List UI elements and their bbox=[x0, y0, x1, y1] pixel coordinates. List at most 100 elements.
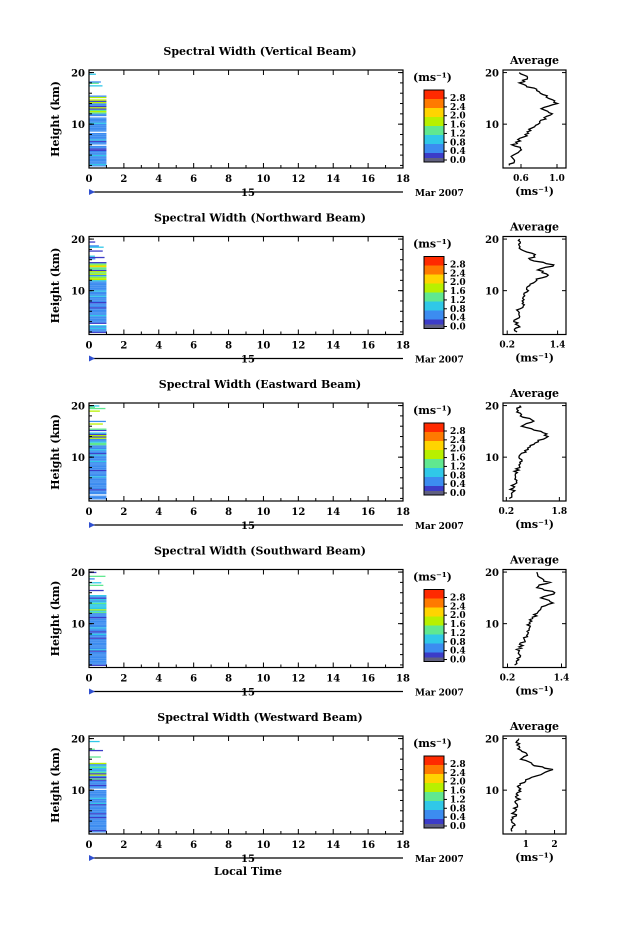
y-axis-label: Height (km) bbox=[49, 81, 62, 157]
colorbar-tick-label: 1.2 bbox=[450, 795, 466, 805]
heatmap-cell bbox=[89, 108, 107, 110]
heatmap-cell bbox=[89, 406, 96, 408]
heatmap-cell bbox=[89, 264, 107, 266]
x-tick-label: 16 bbox=[361, 674, 375, 685]
heatmap-cell bbox=[89, 269, 107, 272]
heatmap-cell bbox=[89, 314, 107, 317]
average-y-tick-label: 10 bbox=[485, 453, 499, 464]
x-tick-label: 18 bbox=[396, 341, 410, 352]
heatmap-cell bbox=[89, 263, 107, 265]
colorbar-band bbox=[424, 438, 444, 442]
heatmap-cell bbox=[89, 250, 103, 252]
heatmap-cell bbox=[89, 118, 107, 121]
colorbar-tick-label: 2.0 bbox=[450, 445, 466, 455]
heatmap-cell bbox=[89, 646, 107, 648]
heatmap-cell bbox=[89, 476, 107, 478]
heatmap-cell bbox=[89, 640, 107, 642]
colorbar-band bbox=[424, 474, 444, 478]
heatmap-cell bbox=[89, 453, 107, 455]
heatmap-cells bbox=[89, 241, 107, 333]
heatmap-cell bbox=[89, 267, 107, 269]
heatmap-cell bbox=[89, 474, 107, 477]
heatmap-cell bbox=[89, 122, 107, 124]
colorbar-band bbox=[424, 441, 444, 444]
panel-title: Spectral Width (Vertical Beam) bbox=[163, 45, 356, 58]
heatmap-cell bbox=[89, 609, 107, 611]
colorbar-band bbox=[424, 607, 444, 611]
colorbar-band bbox=[424, 144, 444, 147]
colorbar-label: (ms⁻¹) bbox=[413, 404, 452, 417]
colorbar-band bbox=[424, 112, 444, 116]
heatmap-cell bbox=[89, 136, 107, 139]
average-x-tick-label: 0.2 bbox=[500, 674, 516, 684]
heatmap-cell bbox=[89, 802, 107, 805]
colorbar-band bbox=[424, 609, 444, 613]
heatmap-cell bbox=[89, 123, 107, 126]
average-x-tick-label: 2 bbox=[551, 840, 557, 850]
colorbar-band bbox=[424, 445, 444, 449]
colorbar-band bbox=[424, 119, 444, 122]
colorbar-tick-label: 0.0 bbox=[450, 656, 466, 666]
colorbar-band bbox=[424, 294, 444, 298]
colorbar-band bbox=[424, 771, 444, 775]
heatmap-cell bbox=[89, 308, 107, 310]
heatmap-cell bbox=[89, 331, 107, 333]
heatmap-cell bbox=[89, 458, 107, 460]
average-title: Average bbox=[509, 720, 559, 733]
colorbar-band bbox=[424, 468, 444, 471]
colorbar-band bbox=[424, 423, 444, 426]
heatmap-cell bbox=[89, 664, 107, 666]
heatmap-cell bbox=[89, 100, 107, 102]
heatmap-cell bbox=[89, 831, 107, 833]
colorbar-tick-label: 2.8 bbox=[450, 760, 466, 770]
heatmap-cell bbox=[89, 770, 107, 772]
heatmap-cell bbox=[89, 294, 107, 296]
heatmap-cell bbox=[89, 450, 107, 452]
x-tick-label: 10 bbox=[256, 674, 270, 685]
colorbar bbox=[424, 90, 444, 163]
heatmap-cell bbox=[89, 292, 107, 295]
heatmap-cell bbox=[89, 791, 107, 793]
colorbar-band bbox=[424, 267, 444, 271]
colorbar-band bbox=[424, 756, 444, 759]
x-axis-label: Local Time bbox=[214, 865, 282, 878]
average-y-tick-label: 10 bbox=[485, 620, 499, 631]
heatmap-cell bbox=[89, 605, 107, 607]
colorbar-tick-label: 2.0 bbox=[450, 778, 466, 788]
colorbar-frame bbox=[423, 256, 445, 329]
average-profile-line bbox=[508, 405, 550, 499]
heatmap-cell bbox=[89, 454, 107, 456]
heatmap-cell bbox=[89, 473, 107, 475]
x-tick-label: 8 bbox=[225, 341, 232, 352]
heatmap-cell bbox=[89, 481, 107, 483]
colorbar-tick-label: 0.4 bbox=[450, 480, 466, 490]
colorbar-band bbox=[424, 108, 444, 111]
heatmap-cell bbox=[89, 130, 107, 132]
colorbar-band bbox=[424, 92, 444, 95]
heatmap-cell bbox=[89, 152, 107, 154]
x-tick-label: 8 bbox=[225, 174, 232, 185]
heatmap-cell bbox=[89, 446, 107, 448]
heatmap-cell bbox=[89, 627, 107, 629]
heatmap-cell bbox=[89, 793, 107, 796]
heatmap-cell bbox=[89, 276, 107, 278]
heatmap-cell bbox=[89, 255, 95, 257]
heatmap-cell bbox=[89, 156, 107, 158]
average-y-tick-label: 20 bbox=[485, 235, 499, 246]
average-x-tick-label: 1.0 bbox=[549, 174, 565, 184]
heatmap-cell bbox=[89, 628, 107, 630]
colorbar-band bbox=[424, 281, 444, 284]
colorbar-band bbox=[424, 434, 444, 437]
heatmap-cell bbox=[89, 663, 107, 665]
heatmap-cell bbox=[89, 287, 107, 290]
y-tick-label: 20 bbox=[71, 235, 85, 246]
colorbar-band bbox=[424, 814, 444, 818]
heatmap-cell bbox=[89, 582, 102, 584]
colorbar-frame bbox=[423, 589, 445, 662]
x-tick-label: 10 bbox=[256, 840, 270, 851]
heatmap-cell bbox=[89, 291, 107, 293]
colorbar-band bbox=[424, 463, 444, 467]
heatmap-cell bbox=[89, 778, 107, 780]
x-tick-label: 14 bbox=[326, 174, 340, 185]
plot-frame bbox=[88, 69, 404, 169]
